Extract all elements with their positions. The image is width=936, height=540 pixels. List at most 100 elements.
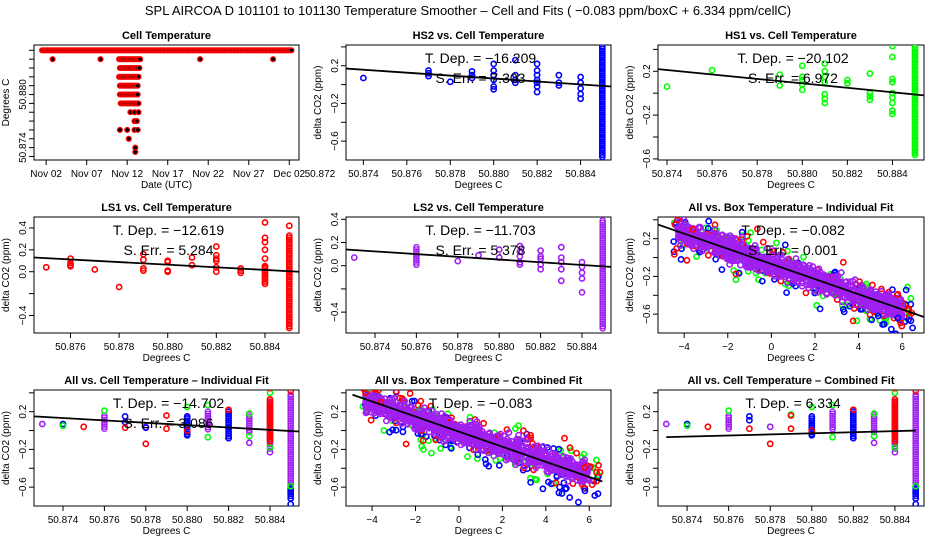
data-point bbox=[266, 402, 274, 410]
data-point bbox=[575, 498, 582, 506]
data-point bbox=[798, 73, 806, 81]
data-point bbox=[891, 395, 899, 403]
data-point bbox=[912, 408, 920, 416]
x-axis-label: Degrees C bbox=[767, 180, 815, 191]
data-point bbox=[363, 390, 369, 391]
data-point bbox=[912, 439, 920, 447]
data-point bbox=[849, 421, 857, 429]
data-point bbox=[821, 95, 829, 103]
data-point bbox=[59, 422, 67, 430]
data-point bbox=[599, 291, 607, 299]
data-point bbox=[891, 404, 899, 412]
data-point bbox=[725, 418, 733, 426]
data-point bbox=[754, 225, 761, 233]
data-point bbox=[599, 324, 607, 332]
data-point bbox=[261, 219, 269, 226]
data-point bbox=[121, 424, 129, 432]
data-point bbox=[569, 474, 577, 481]
data-point bbox=[285, 324, 293, 332]
data-point bbox=[912, 402, 920, 410]
data-point bbox=[912, 390, 920, 395]
data-point bbox=[912, 406, 920, 414]
plot-frame bbox=[33, 216, 300, 334]
data-point bbox=[139, 264, 147, 272]
data-point bbox=[261, 255, 269, 262]
x-tick-label: 50.884 bbox=[565, 169, 596, 180]
data-point bbox=[266, 420, 274, 427]
data-point bbox=[204, 401, 212, 409]
x-tick-label: 50.882 bbox=[213, 515, 244, 526]
data-point bbox=[287, 472, 295, 480]
data-point bbox=[758, 277, 766, 285]
data-point bbox=[911, 149, 919, 157]
data-point bbox=[912, 452, 920, 460]
data-point bbox=[135, 109, 142, 116]
data-point bbox=[287, 411, 295, 418]
data-point bbox=[285, 315, 293, 323]
data-point bbox=[527, 478, 534, 486]
data-point bbox=[732, 270, 740, 278]
x-tick-label: 4 bbox=[856, 342, 862, 353]
fit-line bbox=[346, 67, 611, 88]
data-point bbox=[562, 485, 569, 493]
data-point bbox=[897, 335, 902, 340]
data-point bbox=[912, 448, 920, 456]
data-point bbox=[891, 409, 899, 416]
data-point bbox=[287, 408, 295, 416]
y-tick-label: −0.6 bbox=[18, 477, 29, 497]
plot-frame bbox=[657, 44, 925, 161]
data-point bbox=[225, 412, 232, 420]
y-tick-label: −0.4 bbox=[18, 305, 29, 325]
data-point bbox=[417, 397, 425, 405]
data-point bbox=[912, 444, 920, 451]
data-point bbox=[699, 247, 706, 255]
plot-frame bbox=[345, 216, 612, 334]
data-point bbox=[599, 313, 607, 321]
data-point bbox=[790, 260, 797, 268]
data-point bbox=[204, 417, 212, 424]
data-point bbox=[225, 432, 232, 440]
data-point bbox=[468, 68, 476, 75]
x-tick-label: 50.878 bbox=[435, 169, 466, 180]
data-point bbox=[891, 406, 899, 414]
data-point bbox=[598, 127, 606, 134]
data-point bbox=[676, 242, 684, 250]
data-point bbox=[598, 52, 606, 60]
data-point bbox=[808, 423, 816, 431]
x-tick-label: 50.874 bbox=[48, 515, 79, 526]
data-point bbox=[266, 413, 274, 421]
data-point bbox=[912, 474, 920, 482]
data-point bbox=[447, 444, 455, 452]
data-point bbox=[578, 288, 586, 296]
data-point bbox=[912, 437, 920, 445]
fit-line bbox=[658, 68, 924, 97]
data-point bbox=[285, 271, 293, 279]
data-point bbox=[598, 80, 606, 88]
data-point bbox=[245, 439, 253, 447]
x-tick-label: 50.876 bbox=[697, 169, 728, 180]
data-point bbox=[401, 397, 408, 405]
data-point bbox=[388, 395, 396, 403]
x-tick-label: 50.874 bbox=[672, 515, 703, 526]
data-point bbox=[204, 408, 212, 416]
data-point bbox=[599, 320, 607, 328]
data-point bbox=[573, 449, 580, 457]
data-point bbox=[868, 316, 876, 324]
data-point bbox=[891, 413, 899, 421]
data-point bbox=[912, 430, 920, 438]
data-point bbox=[287, 463, 295, 471]
data-point bbox=[581, 487, 589, 495]
data-point bbox=[101, 418, 108, 426]
data-point bbox=[598, 58, 606, 66]
data-point bbox=[101, 425, 108, 433]
data-point bbox=[599, 245, 607, 253]
data-point bbox=[134, 91, 141, 98]
data-point bbox=[285, 309, 293, 316]
data-point bbox=[533, 83, 541, 90]
data-point bbox=[561, 434, 568, 442]
data-point bbox=[413, 261, 420, 269]
data-point bbox=[413, 243, 420, 251]
panel-title: LS2 vs. Cell Temperature bbox=[413, 202, 544, 214]
data-point bbox=[577, 476, 584, 484]
fit-annotation: T. Dep. = 6.334 bbox=[745, 395, 841, 411]
